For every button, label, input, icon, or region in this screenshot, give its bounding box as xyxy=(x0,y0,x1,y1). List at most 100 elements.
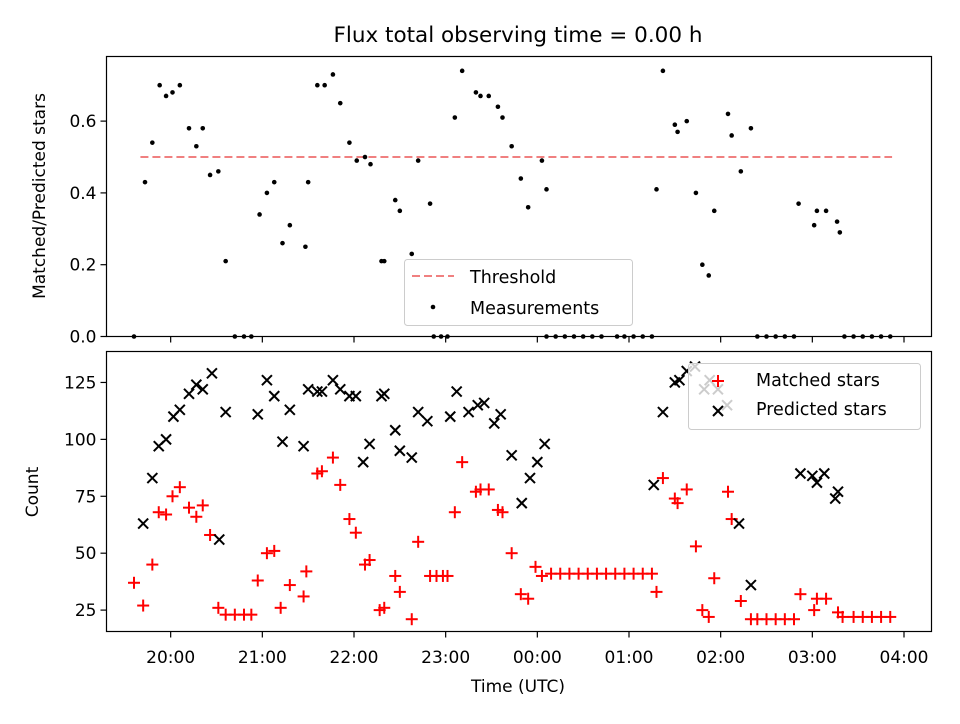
bottom-y-tick-label: 100 xyxy=(64,430,96,450)
predicted-point xyxy=(174,404,186,416)
predicted-point xyxy=(389,424,401,436)
measurement-point xyxy=(322,82,327,88)
bottom-y-tick-label: 75 xyxy=(75,487,97,507)
measurement-point xyxy=(280,240,285,246)
measurement-point xyxy=(427,201,433,206)
measurement-point xyxy=(725,111,731,117)
predicted-point xyxy=(311,385,324,398)
predicted-point xyxy=(160,433,172,446)
matched-point xyxy=(160,508,173,521)
matched-point xyxy=(708,572,721,585)
measurement-point xyxy=(163,93,169,99)
predicted-point xyxy=(297,440,310,452)
matched-point xyxy=(671,497,684,510)
matched-point xyxy=(378,601,391,614)
matched-point xyxy=(456,456,469,469)
measurement-point xyxy=(706,273,712,278)
measurement-point xyxy=(409,251,415,257)
measurement-point xyxy=(748,125,754,131)
matched-point xyxy=(297,590,310,603)
predicted-point xyxy=(350,390,362,402)
matched-point xyxy=(645,567,658,580)
measurement-point xyxy=(170,90,175,95)
matched-point xyxy=(514,588,527,601)
matched-point xyxy=(190,510,203,523)
measurement-point xyxy=(347,140,352,145)
matched-point xyxy=(496,506,509,519)
matched-point xyxy=(183,501,195,514)
matched-point xyxy=(689,540,702,553)
bottom-axes-frame xyxy=(105,350,933,633)
matched-point xyxy=(788,613,800,626)
matched-point xyxy=(146,558,159,571)
predicted-point xyxy=(450,385,463,398)
matched-point xyxy=(412,535,425,548)
measurement-point xyxy=(811,222,817,228)
measurement-point xyxy=(700,262,705,268)
predicted-point xyxy=(478,397,490,409)
matched-point xyxy=(808,604,821,617)
measurement-point xyxy=(150,140,155,145)
predicted-point xyxy=(494,408,507,421)
measurement-point xyxy=(257,212,262,217)
predicted-point xyxy=(829,492,841,505)
matched-point xyxy=(343,513,356,526)
legend-matched-swatch xyxy=(712,375,724,387)
matched-point xyxy=(300,565,313,578)
bottom-y-tick-label: 125 xyxy=(64,373,96,393)
measurement-point xyxy=(216,169,221,174)
predicted-point xyxy=(206,367,218,380)
predicted-point xyxy=(472,399,484,411)
measurement-point xyxy=(397,208,403,214)
predicted-point xyxy=(252,408,264,421)
x-tick-label: 00:00 xyxy=(513,648,562,668)
measurement-point xyxy=(157,82,162,88)
top-panel: 0.0 0.2 0.4 0.6 Matched/Predicted stars Thr… xyxy=(30,55,933,348)
matched-point xyxy=(405,613,418,626)
predicted-point xyxy=(538,438,551,450)
predicted-point xyxy=(818,467,830,480)
measurement-point xyxy=(337,100,343,106)
matched-point xyxy=(702,610,715,623)
predicted-point xyxy=(832,486,844,498)
measurement-point xyxy=(729,133,734,138)
measurement-point xyxy=(315,82,320,88)
measurement-point xyxy=(495,104,501,110)
matched-point xyxy=(441,569,454,582)
predicted-point xyxy=(268,390,280,402)
predicted-point xyxy=(334,383,346,395)
matched-point xyxy=(884,610,897,623)
legend-predicted-label: Predicted stars xyxy=(756,400,887,420)
matched-point xyxy=(315,465,328,478)
x-tick-label: 01:00 xyxy=(605,648,654,668)
matched-point xyxy=(836,610,849,623)
matched-point xyxy=(656,472,669,485)
predicted-point xyxy=(327,374,339,386)
predicted-point xyxy=(357,456,369,468)
predicted-point xyxy=(316,385,328,398)
measurement-point xyxy=(186,125,192,131)
matched-point xyxy=(734,594,747,607)
matched-point xyxy=(393,585,406,598)
bottom-legend-box xyxy=(688,363,921,430)
measurement-point xyxy=(486,93,492,99)
matched-point xyxy=(482,483,495,496)
predicted-point xyxy=(219,406,232,418)
matched-point xyxy=(268,544,281,557)
measurement-point xyxy=(518,176,524,181)
measurement-point xyxy=(354,158,360,163)
bottom-y-axis-label: Count xyxy=(23,466,43,517)
predicted-point xyxy=(462,406,475,418)
measurement-point xyxy=(200,125,206,131)
top-legend-box xyxy=(404,259,633,326)
measurement-point xyxy=(500,115,505,120)
x-tick-label: 03:00 xyxy=(788,648,837,668)
top-y-tick-label: 0.0 xyxy=(69,328,96,348)
measurement-point xyxy=(796,201,801,206)
matched-point xyxy=(173,481,186,494)
top-y-ticks: 0.0 0.2 0.4 0.6 xyxy=(69,112,107,348)
predicted-point xyxy=(648,479,660,491)
x-axis-label: Time (UTC) xyxy=(470,677,565,697)
predicted-point xyxy=(444,410,456,423)
